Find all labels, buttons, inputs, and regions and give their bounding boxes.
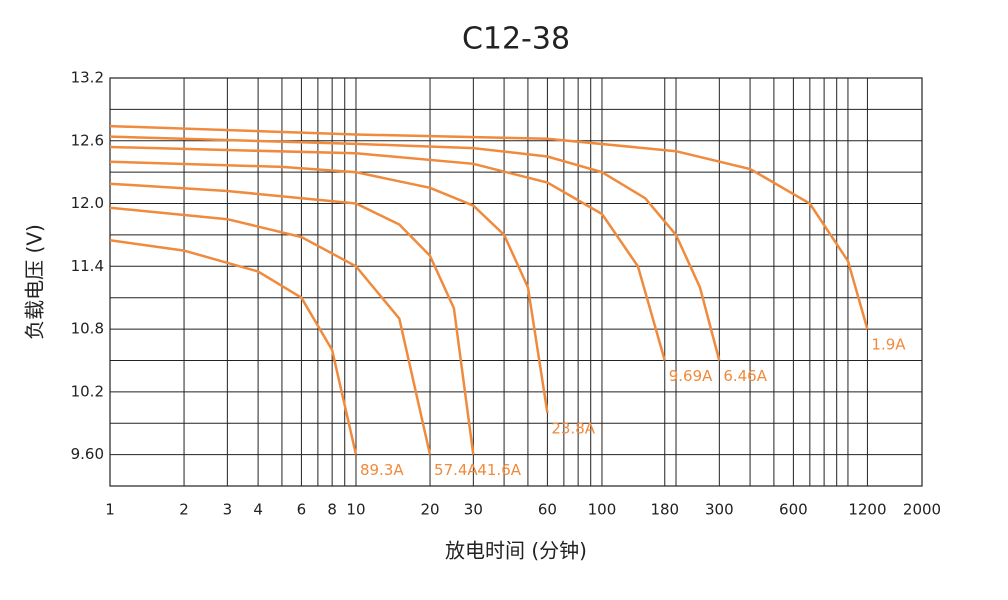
y-tick-label: 12.6 [71, 131, 104, 149]
x-tick-label: 100 [588, 501, 617, 519]
curve-label: 1.9A [871, 336, 906, 354]
curve-label: 6.46A [723, 367, 767, 385]
x-tick-label: 30 [464, 501, 483, 519]
curve-label: 41.6A [477, 461, 521, 479]
y-tick-label: 13.2 [71, 69, 104, 87]
x-tick-label: 600 [779, 501, 808, 519]
y-tick-label: 10.2 [71, 382, 104, 400]
y-axis-title: 负载电压 (V) [23, 224, 47, 340]
x-tick-label: 8 [327, 501, 337, 519]
y-tick-label: 10.8 [71, 320, 104, 338]
x-tick-label: 60 [538, 501, 557, 519]
x-tick-label: 4 [253, 501, 263, 519]
curve [109, 206, 432, 455]
x-tick-label: 10 [346, 501, 365, 519]
curve [109, 135, 721, 361]
curve [109, 160, 549, 413]
curve [109, 124, 869, 330]
curve-label: 89.3A [360, 461, 404, 479]
x-tick-label: 6 [297, 501, 307, 519]
x-tick-label: 1200 [848, 501, 886, 519]
x-axis-title: 放电时间 (分钟) [445, 539, 587, 563]
y-tick-label: 12.0 [71, 194, 104, 212]
y-tick-label: 11.4 [71, 257, 104, 275]
curve [109, 145, 667, 361]
chart-title: C12-38 [462, 22, 570, 57]
x-tick-label: 20 [420, 501, 439, 519]
x-tick-label: 300 [705, 501, 734, 519]
curve-label: 57.4A [434, 461, 478, 479]
x-tick-label: 3 [223, 501, 233, 519]
x-tick-label: 2 [179, 501, 189, 519]
curve [109, 238, 358, 455]
curve [109, 182, 475, 455]
curve-label: 23.8A [551, 419, 595, 437]
x-tick-label: 180 [650, 501, 679, 519]
y-tick-label: 9.60 [71, 445, 104, 463]
curve-label: 9.69A [669, 367, 713, 385]
x-tick-label: 2000 [903, 501, 941, 519]
x-tick-label: 1 [105, 501, 115, 519]
plot-frame [109, 77, 923, 487]
